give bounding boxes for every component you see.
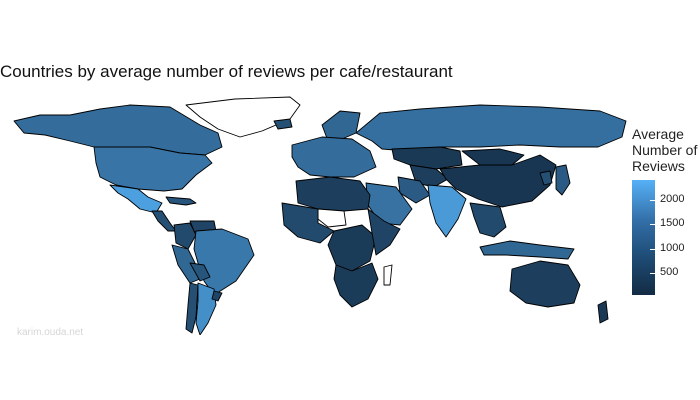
region-central-africa	[327, 224, 377, 272]
legend-tick-label: 500	[660, 266, 679, 279]
region-bolivia	[189, 262, 211, 282]
region-indonesia	[479, 240, 575, 260]
region-iceland	[273, 118, 293, 130]
region-colombia	[173, 222, 197, 250]
region-madagascar	[383, 264, 393, 286]
region-north-africa	[295, 176, 371, 212]
chart-title: Countries by average number of reviews p…	[0, 62, 453, 81]
region-brazil	[193, 228, 255, 296]
legend-title-line: Number of	[632, 142, 698, 158]
region-russia	[355, 104, 627, 152]
region-australia	[509, 260, 581, 308]
legend-title-line: Average	[632, 126, 684, 142]
region-japan	[555, 164, 571, 196]
region-mongolia	[461, 148, 525, 166]
region-canada	[13, 104, 223, 156]
legend: Average Number of Reviews 500 1000 1500 200…	[632, 126, 700, 306]
region-kazakhstan	[391, 146, 463, 170]
region-argentina	[195, 282, 217, 335]
legend-tick-mark	[650, 248, 655, 250]
region-china	[439, 154, 557, 208]
legend-tick-label: 1000	[660, 241, 685, 254]
region-korea	[539, 170, 553, 186]
region-western-europe	[291, 136, 377, 178]
region-sahara-gaps	[317, 208, 347, 228]
region-usa	[93, 146, 213, 192]
region-central-america	[151, 210, 177, 232]
legend-tick-label: 1500	[660, 217, 685, 230]
legend-colorbar	[632, 180, 655, 295]
world-map	[13, 96, 627, 335]
legend-tick-mark	[650, 199, 655, 201]
region-caribbean	[165, 196, 197, 206]
legend-tick-mark	[650, 224, 655, 226]
region-iran	[397, 176, 431, 204]
watermark: karim.ouda.net	[17, 327, 84, 338]
region-chile	[185, 282, 199, 334]
region-west-africa	[281, 202, 335, 244]
region-southeast-asia	[469, 202, 507, 238]
region-east-africa	[367, 208, 401, 256]
region-new-zealand	[597, 300, 609, 324]
region-india	[427, 184, 467, 238]
legend-tick-label: 2000	[660, 192, 685, 205]
legend-title-line: Reviews	[632, 158, 685, 174]
legend-tick-mark	[650, 273, 655, 275]
legend-title: Average Number of Reviews	[632, 126, 700, 174]
region-scandinavia	[321, 110, 361, 142]
region-southern-africa	[333, 262, 379, 308]
region-uruguay	[211, 290, 223, 302]
